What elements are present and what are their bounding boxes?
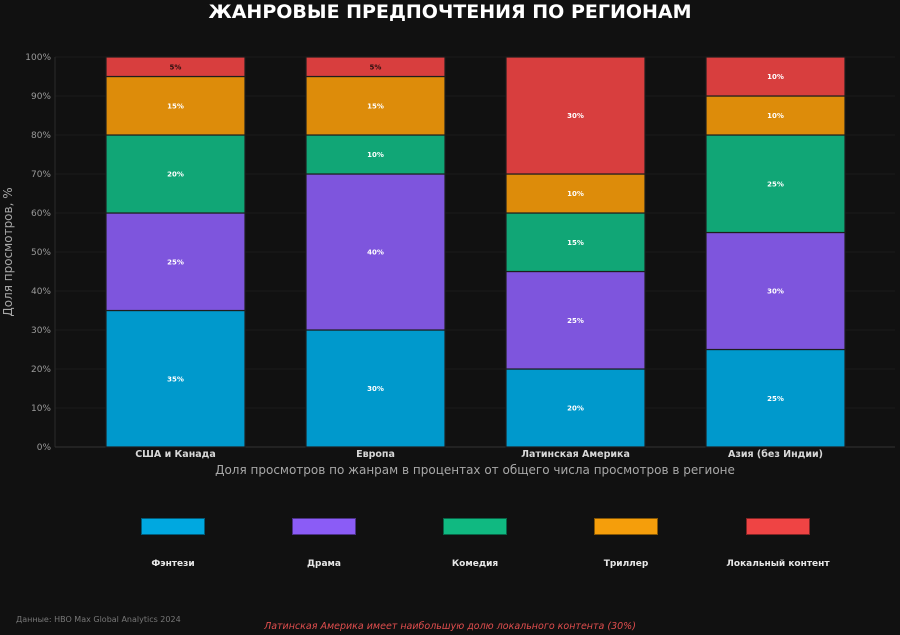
legend-item: Локальный контент: [703, 518, 853, 569]
bar-segment: [305, 75, 446, 136]
data-label: 25%: [567, 317, 584, 325]
legend-label: Драма: [307, 559, 341, 569]
data-label: 40%: [367, 249, 384, 257]
y-tick-label: 10%: [31, 404, 51, 414]
y-tick-label: 60%: [31, 209, 51, 219]
legend-label: Комедия: [451, 559, 499, 569]
data-label: 10%: [767, 73, 784, 81]
data-label: 30%: [767, 288, 784, 296]
bar-segment: [305, 56, 446, 78]
bar-segment: [705, 231, 846, 351]
chart-title: ЖАНРОВЫЕ ПРЕДПОЧТЕНИЯ ПО РЕГИОНАМ: [208, 1, 692, 23]
bar-segment: [305, 173, 446, 331]
data-label: 30%: [367, 385, 384, 393]
bar-segment: [105, 309, 246, 448]
data-label: 25%: [767, 395, 784, 403]
data-label: 25%: [167, 258, 184, 266]
y-tick-label: 50%: [31, 248, 51, 258]
legend-swatch: [746, 518, 810, 535]
x-axis-title: Доля просмотров по жанрам в процентах от…: [215, 463, 735, 477]
data-label: 15%: [367, 102, 384, 110]
chart-plot: 0% 10% 20% 30% 40% 50% 60% 70% 80% 90% 100% США и К…: [1, 53, 895, 477]
data-label: 20%: [567, 405, 584, 413]
legend-item: Комедия: [400, 518, 550, 569]
x-tick-label: Азия (без Индии): [728, 449, 823, 460]
legend-label: Локальный контент: [726, 559, 830, 569]
legend-label: Фэнтези: [151, 559, 195, 569]
legend-label: Триллер: [603, 559, 649, 569]
x-tick-label: США и Канада: [135, 449, 216, 460]
y-tick-label: 90%: [31, 92, 51, 102]
data-label: 5%: [370, 63, 382, 71]
bar-segment: [505, 173, 646, 214]
legend-item: Триллер: [551, 518, 701, 569]
legend-swatch: [292, 518, 356, 535]
data-label: 15%: [567, 239, 584, 247]
data-label: 5%: [170, 63, 182, 71]
data-label: 10%: [767, 112, 784, 120]
bar-segment: [705, 134, 846, 234]
data-label: 15%: [167, 102, 184, 110]
bar-segment: [305, 329, 446, 448]
data-label: 10%: [567, 190, 584, 198]
y-tick-label: 20%: [31, 365, 51, 375]
legend: Фэнтези Драма Комедия Триллер Локальный конт…: [0, 518, 900, 578]
data-label: 10%: [367, 151, 384, 159]
legend-swatch: [141, 518, 205, 535]
bar-segment: [705, 348, 846, 448]
annotation: Латинская Америка имеет наибольшую долю …: [264, 621, 636, 632]
y-tick-label: 30%: [31, 326, 51, 336]
y-tick-label: 40%: [31, 287, 51, 297]
y-tick-label: 80%: [31, 131, 51, 141]
y-tick-label: 70%: [31, 170, 51, 180]
x-tick-label: Европа: [356, 449, 395, 460]
bar-segment: [305, 134, 446, 175]
data-label: 30%: [567, 112, 584, 120]
bar-segment: [705, 95, 846, 136]
bar-segment: [105, 212, 246, 312]
y-tick-label: 0%: [37, 443, 52, 453]
legend-swatch: [443, 518, 507, 535]
y-tick-label: 100%: [25, 53, 51, 63]
x-tick-label: Латинская Америка: [521, 449, 630, 460]
source-note: Данные: HBO Max Global Analytics 2024: [16, 615, 181, 624]
data-label: 35%: [167, 375, 184, 383]
legend-swatch: [594, 518, 658, 535]
data-label: 25%: [767, 180, 784, 188]
y-axis-title: Доля просмотров, %: [1, 187, 15, 316]
bar-segment: [105, 56, 246, 78]
segment-labels: 35% 25% 20% 15% 5% 30% 40% 10% 15% 5% 20% 25% 15% 10%…: [167, 63, 784, 412]
legend-item: Драма: [249, 518, 399, 569]
data-label: 20%: [167, 171, 184, 179]
bars: [105, 56, 846, 448]
bar-segment: [105, 134, 246, 214]
legend-item: Фэнтези: [98, 518, 248, 569]
bar-segment: [505, 270, 646, 370]
bar-segment: [505, 212, 646, 273]
bar-segment: [505, 56, 646, 175]
bar-segment: [705, 56, 846, 97]
